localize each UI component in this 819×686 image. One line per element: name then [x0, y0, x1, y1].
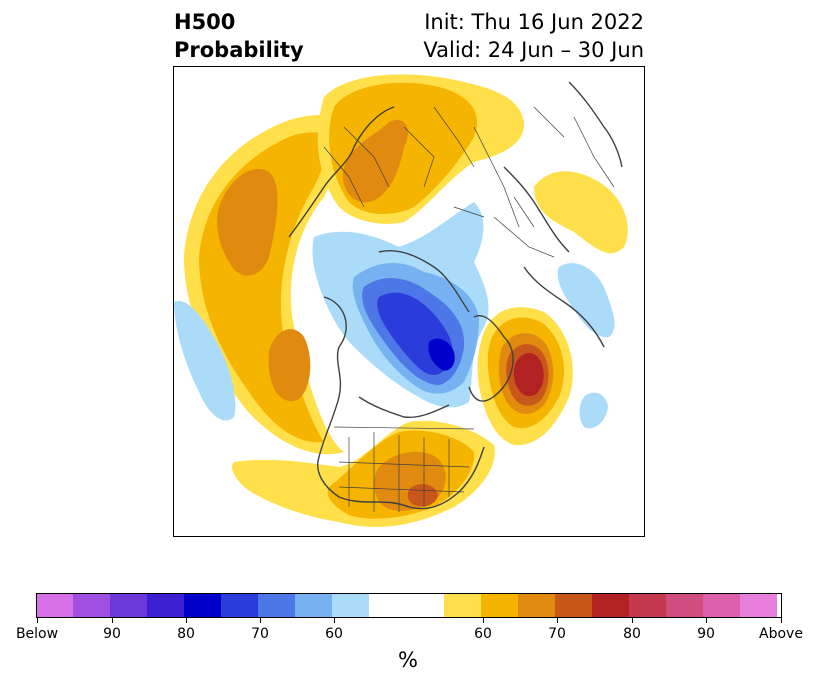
colorbar-segment	[258, 594, 295, 617]
colorbar-tick-mark	[706, 618, 707, 623]
colorbar-tick-label: 60	[325, 626, 343, 642]
below-60-atlantic-area	[579, 392, 608, 429]
map-svg	[174, 74, 628, 527]
colorbar-tick-label: 70	[548, 626, 566, 642]
colorbar-segment	[184, 594, 221, 617]
colorbar-segment	[221, 594, 258, 617]
below-80-hudson-area	[428, 338, 455, 371]
init-date: Init: Thu 16 Jun 2022	[424, 10, 644, 34]
above-80-greenland-area	[513, 352, 544, 397]
colorbar	[36, 593, 782, 618]
colorbar-segment	[629, 594, 666, 617]
colorbar-segment	[73, 594, 110, 617]
title-right: Init: Thu 16 Jun 2022 Valid: 24 Jun – 30…	[423, 8, 644, 64]
title-left: H500 Probability	[174, 8, 304, 64]
colorbar-segment	[37, 594, 73, 617]
colorbar-tick-label: 70	[251, 626, 269, 642]
below-60-siberia-area	[557, 263, 615, 338]
colorbar-tick-label: Below	[15, 626, 59, 642]
above-60-eastasia-area	[534, 171, 628, 254]
country-borders	[323, 106, 615, 512]
colorbar-unit: %	[398, 648, 418, 672]
colorbar-tick-mark	[632, 618, 633, 623]
colorbar-segment	[110, 594, 147, 617]
colorbar-tick-mark	[260, 618, 261, 623]
colorbar-segment	[518, 594, 555, 617]
colorbar-tick-label: Above	[759, 626, 803, 642]
colorbar-tick-label: 60	[474, 626, 492, 642]
colorbar-segment	[703, 594, 740, 617]
below-60-pacific-area	[174, 301, 236, 421]
colorbar-tick-mark	[334, 618, 335, 623]
colorbar-tick-label: 80	[177, 626, 195, 642]
colorbar-segment	[481, 594, 518, 617]
above-70-pacific2-area	[268, 329, 311, 402]
colorbar-tick-mark	[186, 618, 187, 623]
colorbar-segment	[444, 594, 481, 617]
probability-map	[173, 66, 645, 537]
colorbar-segment	[369, 594, 444, 617]
above-70-europe-area	[342, 119, 409, 203]
above-70-gulfalaska-area	[217, 168, 278, 276]
colorbar-tick-label: 80	[623, 626, 641, 642]
colorbar-segment	[147, 594, 184, 617]
colorbar-segment	[332, 594, 369, 617]
valid-range: Valid: 24 Jun – 30 Jun	[423, 38, 644, 62]
colorbar-segment	[555, 594, 592, 617]
colorbar-segment	[295, 594, 332, 617]
colorbar-tick-mark	[483, 618, 484, 623]
colorbar-tick-mark	[557, 618, 558, 623]
colorbar-segment	[592, 594, 629, 617]
colorbar-tick-label: 90	[103, 626, 121, 642]
colorbar-tick-mark	[781, 618, 782, 623]
variable-name: H500	[174, 10, 236, 34]
variable-subtitle: Probability	[174, 38, 304, 62]
colorbar-segment	[666, 594, 703, 617]
colorbar-tick-mark	[37, 618, 38, 623]
colorbar-segment	[740, 594, 777, 617]
colorbar-tick-mark	[112, 618, 113, 623]
colorbar-tick-label: 90	[697, 626, 715, 642]
